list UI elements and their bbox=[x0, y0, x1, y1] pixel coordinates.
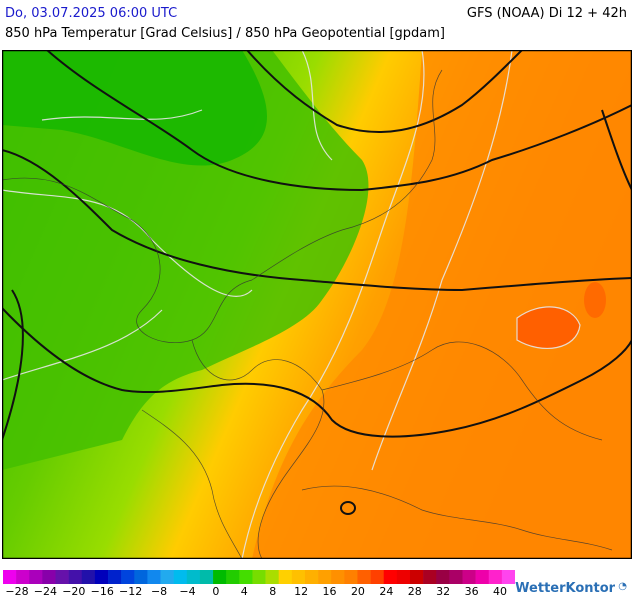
legend-swatch bbox=[160, 570, 174, 584]
forecast-date: Do, 03.07.2025 06:00 UTC bbox=[5, 6, 178, 21]
legend-swatch bbox=[423, 570, 437, 584]
legend-swatch bbox=[331, 570, 345, 584]
legend-tick-label: 32 bbox=[436, 585, 451, 598]
geopotential-isolines bbox=[2, 50, 632, 441]
legend-swatch bbox=[278, 570, 293, 584]
legend-tick-label: 0 bbox=[212, 585, 220, 598]
brand-name: WetterKontor bbox=[515, 581, 616, 596]
hot-spot-east bbox=[584, 282, 606, 318]
legend-swatch bbox=[344, 570, 358, 584]
weather-map bbox=[2, 50, 632, 559]
isotherms bbox=[2, 50, 581, 559]
legend-tick-label: −12 bbox=[119, 585, 143, 598]
legend-swatch bbox=[436, 570, 450, 584]
legend-tick-label: 36 bbox=[464, 585, 479, 598]
coldest-area bbox=[2, 50, 267, 166]
legend-swatch bbox=[318, 570, 332, 584]
alpine-low bbox=[340, 501, 356, 515]
legend-tick-label: 40 bbox=[493, 585, 507, 598]
legend-swatch bbox=[42, 570, 56, 584]
model-run: GFS (NOAA) Di 12 + 42h bbox=[466, 6, 627, 21]
legend-swatch bbox=[475, 570, 490, 584]
legend-swatch bbox=[173, 570, 188, 584]
brand-logo: WetterKontor ◔ bbox=[515, 581, 627, 596]
legend-swatch bbox=[449, 570, 463, 584]
legend-tick-label: −8 bbox=[150, 585, 168, 598]
color-scale-bar bbox=[3, 570, 515, 584]
hot-spot bbox=[517, 306, 580, 349]
legend-swatch bbox=[409, 570, 424, 584]
legend-swatch bbox=[370, 570, 385, 584]
logo-icon: ◔ bbox=[615, 581, 627, 592]
legend-tick-label: 20 bbox=[350, 585, 365, 598]
legend-swatch bbox=[501, 570, 515, 584]
map-frame bbox=[2, 50, 632, 559]
legend-swatch bbox=[147, 570, 161, 584]
legend-tick-label: −24 bbox=[33, 585, 58, 598]
legend-swatch bbox=[68, 570, 83, 584]
legend-tick-label: 16 bbox=[322, 585, 337, 598]
legend-tick-label: 28 bbox=[407, 585, 422, 598]
legend-tick-label: 8 bbox=[269, 585, 277, 598]
legend-swatch bbox=[94, 570, 109, 584]
legend-swatch bbox=[383, 570, 398, 584]
legend-tick-label: −20 bbox=[62, 585, 86, 598]
legend-swatch bbox=[488, 570, 503, 584]
legend-swatch bbox=[121, 570, 135, 584]
legend-tick-label: 12 bbox=[294, 585, 309, 598]
legend-tick-label: −16 bbox=[90, 585, 114, 598]
borders bbox=[2, 69, 613, 559]
legend-swatch bbox=[16, 570, 30, 584]
legend-swatch bbox=[213, 570, 227, 584]
legend-swatch bbox=[396, 570, 411, 584]
legend-swatch bbox=[252, 570, 266, 584]
legend-swatch bbox=[462, 570, 476, 584]
legend-swatch bbox=[29, 570, 43, 584]
legend-swatch bbox=[265, 570, 279, 584]
legend-swatch bbox=[291, 570, 306, 584]
legend-swatch bbox=[3, 570, 17, 584]
legend-swatch bbox=[304, 570, 319, 584]
legend-swatch bbox=[81, 570, 96, 584]
color-scale-ticks: −28 −24 −20 −16 −12 −8 −4 0 4 8 12 16 20 24 28 32 36 40 bbox=[0, 585, 520, 599]
legend-swatch bbox=[199, 570, 214, 584]
legend-tick-label: 4 bbox=[240, 585, 248, 598]
legend-swatch bbox=[226, 570, 240, 584]
legend-tick-label: −28 bbox=[5, 585, 29, 598]
legend-tick-label: −4 bbox=[179, 585, 196, 598]
legend-swatch bbox=[357, 570, 371, 584]
legend-swatch bbox=[186, 570, 201, 584]
legend-swatch bbox=[134, 570, 148, 584]
map-subtitle: 850 hPa Temperatur [Grad Celsius] / 850 … bbox=[5, 26, 446, 41]
legend-tick-label: 24 bbox=[379, 585, 394, 598]
legend-swatch bbox=[239, 570, 253, 584]
warm-area bbox=[252, 50, 632, 559]
legend-swatch bbox=[55, 570, 69, 584]
legend-swatch bbox=[108, 570, 122, 584]
